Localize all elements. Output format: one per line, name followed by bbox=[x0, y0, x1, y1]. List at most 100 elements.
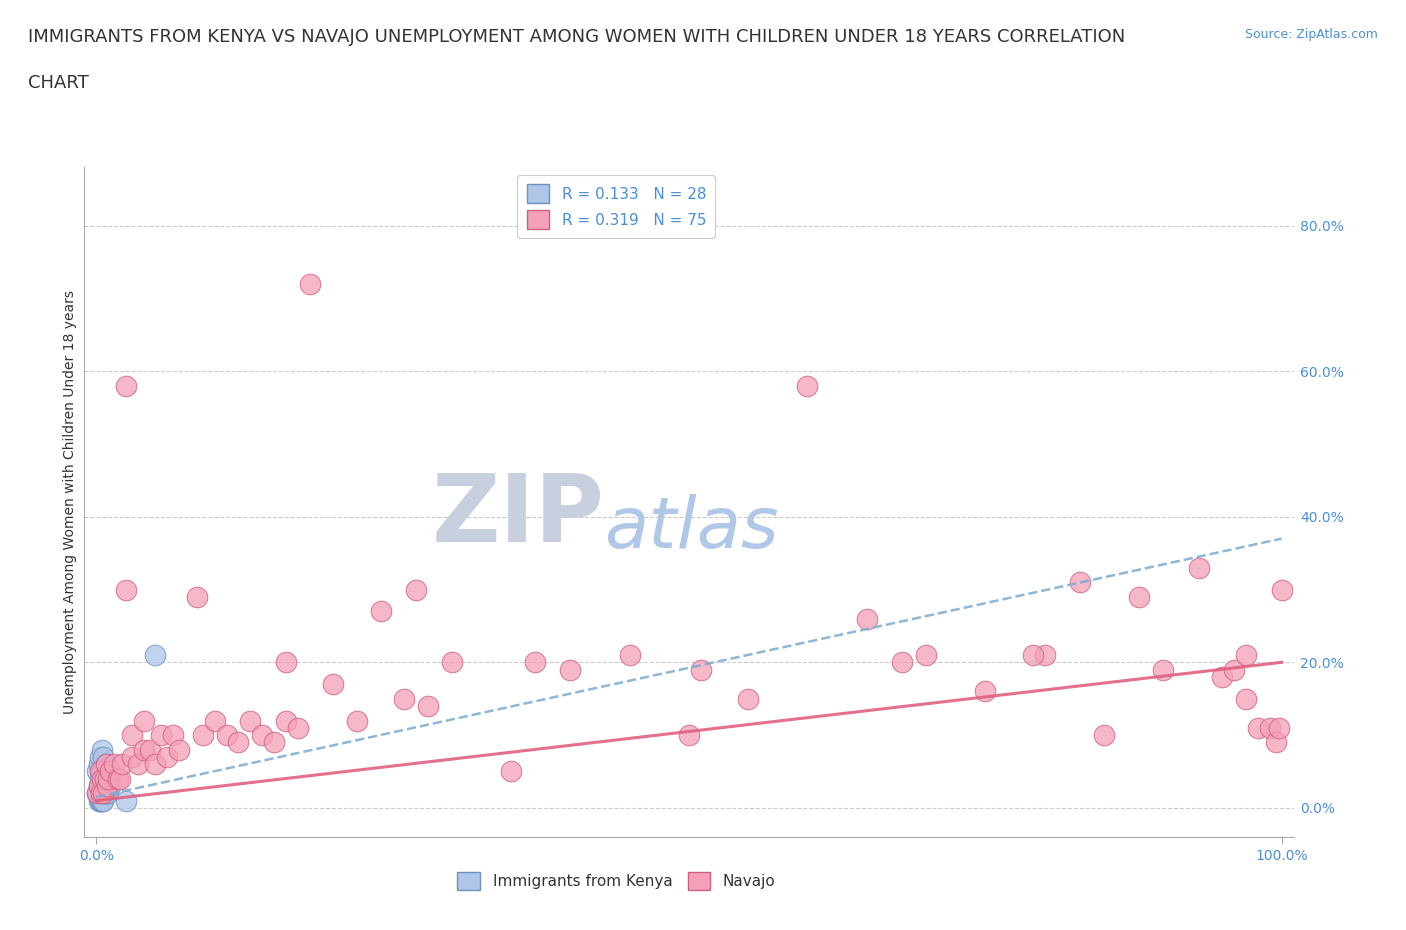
Point bbox=[91, 750, 114, 764]
Point bbox=[239, 713, 262, 728]
Point bbox=[974, 684, 997, 698]
Point bbox=[91, 742, 114, 757]
Point bbox=[250, 727, 273, 742]
Point bbox=[1022, 647, 1045, 662]
Point bbox=[107, 771, 129, 786]
Point bbox=[274, 713, 297, 728]
Text: atlas: atlas bbox=[605, 495, 779, 564]
Point bbox=[204, 713, 226, 728]
Point bbox=[86, 764, 108, 779]
Point bbox=[111, 757, 134, 772]
Point bbox=[156, 750, 179, 764]
Point bbox=[97, 771, 120, 786]
Point bbox=[1211, 670, 1233, 684]
Point bbox=[100, 764, 122, 779]
Point bbox=[440, 655, 463, 670]
Point bbox=[891, 655, 914, 670]
Point bbox=[89, 771, 111, 786]
Point bbox=[132, 742, 155, 757]
Point bbox=[1069, 575, 1091, 590]
Point bbox=[298, 276, 321, 291]
Point bbox=[86, 786, 108, 801]
Point bbox=[405, 582, 427, 597]
Point bbox=[90, 793, 112, 808]
Point bbox=[167, 742, 190, 757]
Point bbox=[108, 771, 131, 786]
Point bbox=[90, 786, 112, 801]
Point bbox=[91, 764, 114, 779]
Point bbox=[87, 757, 110, 772]
Point bbox=[1152, 662, 1174, 677]
Point bbox=[1247, 721, 1270, 736]
Point bbox=[370, 604, 392, 618]
Point bbox=[523, 655, 546, 670]
Point bbox=[96, 778, 118, 793]
Point bbox=[127, 757, 149, 772]
Point bbox=[1223, 662, 1246, 677]
Point bbox=[115, 793, 138, 808]
Point bbox=[1188, 560, 1211, 575]
Point bbox=[87, 793, 110, 808]
Point bbox=[1092, 727, 1115, 742]
Point bbox=[228, 735, 250, 750]
Point bbox=[93, 771, 115, 786]
Point bbox=[796, 379, 818, 393]
Point bbox=[115, 379, 138, 393]
Point bbox=[121, 750, 143, 764]
Point bbox=[418, 698, 440, 713]
Point bbox=[97, 786, 120, 801]
Text: IMMIGRANTS FROM KENYA VS NAVAJO UNEMPLOYMENT AMONG WOMEN WITH CHILDREN UNDER 18 : IMMIGRANTS FROM KENYA VS NAVAJO UNEMPLOY… bbox=[28, 28, 1125, 46]
Point bbox=[560, 662, 582, 677]
Point bbox=[89, 793, 111, 808]
Point bbox=[915, 647, 938, 662]
Point bbox=[619, 647, 641, 662]
Point bbox=[89, 750, 111, 764]
Point bbox=[1271, 582, 1294, 597]
Point bbox=[91, 793, 114, 808]
Text: Source: ZipAtlas.com: Source: ZipAtlas.com bbox=[1244, 28, 1378, 41]
Point bbox=[91, 786, 114, 801]
Point bbox=[91, 771, 114, 786]
Point bbox=[100, 778, 122, 793]
Point bbox=[1264, 735, 1286, 750]
Point bbox=[132, 713, 155, 728]
Point bbox=[91, 771, 114, 786]
Point bbox=[162, 727, 184, 742]
Point bbox=[94, 757, 117, 772]
Point bbox=[1128, 590, 1150, 604]
Point bbox=[94, 757, 117, 772]
Point bbox=[263, 735, 285, 750]
Point bbox=[93, 764, 115, 779]
Point bbox=[186, 590, 208, 604]
Point bbox=[855, 611, 877, 626]
Point bbox=[1234, 691, 1257, 706]
Point bbox=[322, 677, 344, 692]
Point bbox=[87, 778, 110, 793]
Point bbox=[145, 757, 167, 772]
Point bbox=[91, 778, 114, 793]
Point bbox=[138, 742, 160, 757]
Point bbox=[689, 662, 711, 677]
Point bbox=[274, 655, 297, 670]
Legend: Immigrants from Kenya, Navajo: Immigrants from Kenya, Navajo bbox=[451, 866, 782, 897]
Point bbox=[90, 778, 112, 793]
Point bbox=[150, 727, 173, 742]
Point bbox=[215, 727, 238, 742]
Point bbox=[93, 786, 115, 801]
Point bbox=[737, 691, 759, 706]
Point bbox=[1033, 647, 1056, 662]
Point bbox=[191, 727, 214, 742]
Text: ZIP: ZIP bbox=[432, 470, 605, 562]
Point bbox=[87, 778, 110, 793]
Point bbox=[394, 691, 416, 706]
Point bbox=[91, 793, 114, 808]
Point bbox=[98, 771, 121, 786]
Point bbox=[1234, 647, 1257, 662]
Point bbox=[89, 764, 111, 779]
Point bbox=[501, 764, 523, 779]
Point bbox=[1268, 721, 1291, 736]
Y-axis label: Unemployment Among Women with Children Under 18 years: Unemployment Among Women with Children U… bbox=[63, 290, 77, 714]
Point bbox=[121, 727, 143, 742]
Point bbox=[86, 786, 108, 801]
Point bbox=[678, 727, 700, 742]
